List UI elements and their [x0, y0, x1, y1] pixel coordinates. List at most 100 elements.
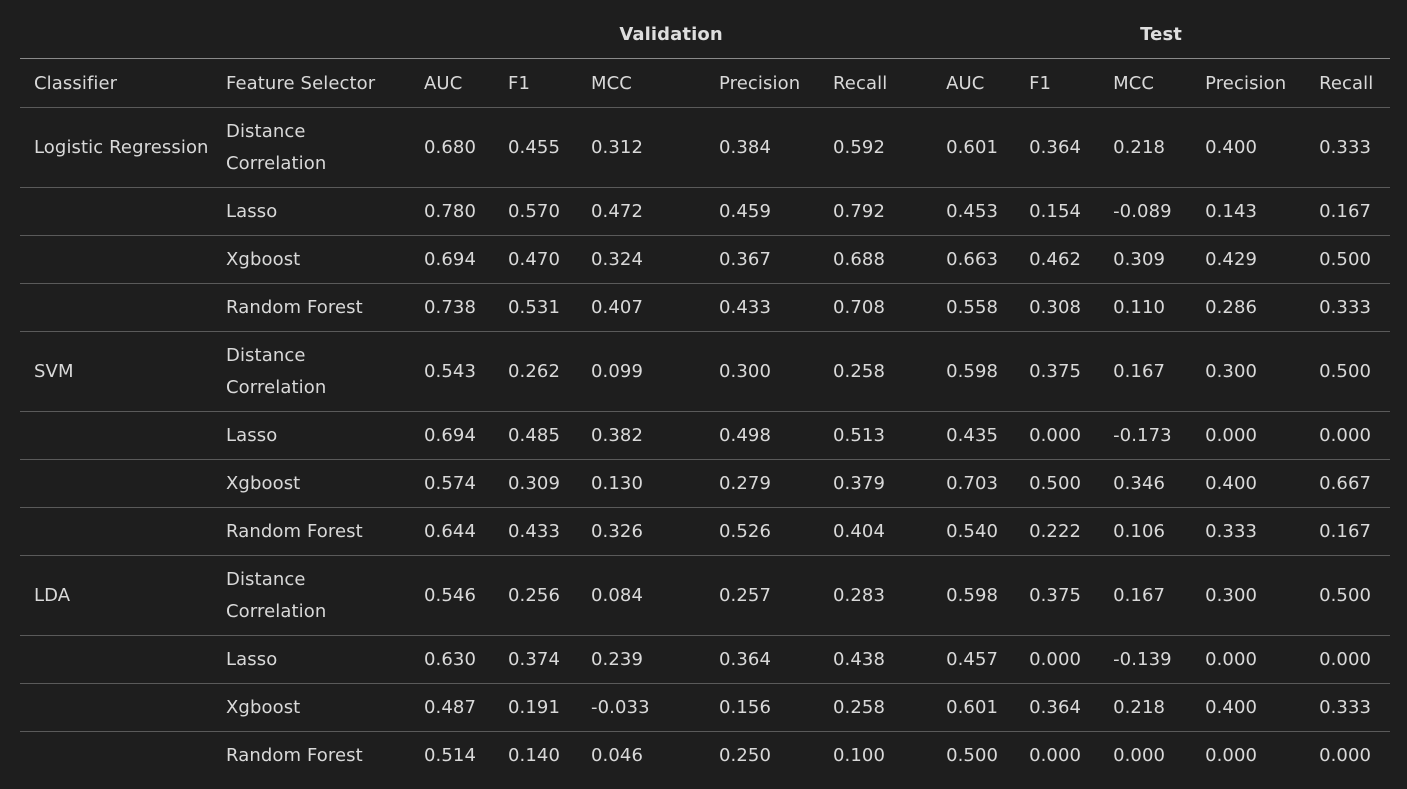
- metric-cell: 0.546: [410, 555, 494, 636]
- metric-cell: 0.000: [1029, 745, 1082, 766]
- column-header-f1: F1: [494, 58, 577, 108]
- metric-cell: 0.694: [410, 411, 494, 460]
- metric-cell: 0.143: [1191, 187, 1306, 236]
- metric-cell: -0.173: [1099, 411, 1192, 460]
- metric-cell: 0.694: [410, 235, 494, 284]
- metric-cell: 0.100: [833, 745, 886, 766]
- metric-cell: 0.258: [819, 331, 933, 412]
- metric-cell: 0.300: [1191, 331, 1306, 412]
- metric-cell: 0.500: [1305, 235, 1391, 284]
- metric-cell: 0.167: [1099, 331, 1192, 412]
- classifier-cell: Logistic Regression: [20, 107, 212, 188]
- feature-selector-cell: Distance Correlation: [212, 331, 410, 412]
- metric-cell: 0.663: [932, 235, 1016, 284]
- metric-cell: 0.792: [819, 187, 933, 236]
- metric-cell: 0.592: [819, 107, 933, 188]
- classifier-cell: [20, 507, 212, 556]
- metric-cell: 0.257: [705, 555, 819, 636]
- metric-cell: 0.286: [1191, 283, 1306, 332]
- metric-cell: 0.167: [1305, 187, 1391, 236]
- table-row: Random Forest 0.644 0.433 0.326 0.526 0.404 0.…: [20, 507, 1391, 556]
- table-row: LDA Distance Correlation 0.546 0.256 0.084 0.…: [20, 555, 1391, 636]
- metric-cell: 0.333: [1305, 683, 1391, 732]
- metric-cell: 0.500: [1305, 555, 1391, 636]
- column-header-recall: Recall: [1305, 58, 1391, 108]
- classifier-cell: [20, 635, 212, 684]
- column-header-mcc: MCC: [1099, 58, 1192, 108]
- metric-cell: 0.374: [494, 635, 577, 684]
- metric-cell: 0.570: [494, 187, 577, 236]
- metric-cell: 0.404: [819, 507, 933, 556]
- table-row: Xgboost 0.487 0.191 -0.033 0.156 0.258 0.601 0.…: [20, 683, 1391, 732]
- metric-cell: 0.703: [932, 459, 1016, 508]
- metric-cell: 0.630: [410, 635, 494, 684]
- metric-cell: 0.000: [1015, 411, 1100, 460]
- table-row: Logistic Regression Distance Correlation 0…: [20, 107, 1391, 188]
- metric-cell: 0.130: [577, 459, 705, 508]
- metric-cell: 0.487: [410, 683, 494, 732]
- metric-cell: 0.601: [932, 107, 1016, 188]
- group-header-row: Validation Test: [20, 10, 1391, 59]
- metric-cell: 0.500: [946, 745, 999, 766]
- feature-selector-cell: Random Forest: [226, 744, 363, 766]
- metric-cell: 0.156: [705, 683, 819, 732]
- feature-selector-cell: Random Forest: [212, 507, 410, 556]
- metric-cell: 0.218: [1099, 683, 1192, 732]
- feature-selector-cell: Lasso: [212, 411, 410, 460]
- metric-cell: 0.435: [932, 411, 1016, 460]
- column-header-precision: Precision: [705, 58, 819, 108]
- classifier-cell: [20, 732, 212, 780]
- metric-cell: 0.531: [494, 283, 577, 332]
- metric-cell: 0.250: [719, 745, 772, 766]
- metric-cell: 0.500: [1305, 331, 1391, 412]
- metric-cell: 0.256: [494, 555, 577, 636]
- metric-cell: 0.364: [1015, 107, 1100, 188]
- metric-cell: 0.300: [1191, 555, 1306, 636]
- metric-cell: 0.154: [1015, 187, 1100, 236]
- feature-selector-cell: Xgboost: [212, 459, 410, 508]
- metric-cell: 0.167: [1305, 507, 1391, 556]
- column-header-feature-selector: Feature Selector: [212, 58, 410, 108]
- metric-cell: 0.367: [705, 235, 819, 284]
- metric-cell: 0.429: [1191, 235, 1306, 284]
- table-row: Lasso 0.630 0.374 0.239 0.364 0.438 0.457 0.000…: [20, 635, 1391, 684]
- classifier-cell: [20, 235, 212, 284]
- metric-cell: 0.574: [410, 459, 494, 508]
- table-row: Lasso 0.780 0.570 0.472 0.459 0.792 0.453 0.154…: [20, 187, 1391, 236]
- metric-cell: 0.110: [1099, 283, 1192, 332]
- classifier-cell: [20, 683, 212, 732]
- metric-cell: 0.382: [577, 411, 705, 460]
- group-header-validation: Validation: [410, 10, 933, 59]
- metric-cell: 0.644: [410, 507, 494, 556]
- metric-cell: 0.046: [591, 745, 644, 766]
- metric-cell: 0.191: [494, 683, 577, 732]
- metric-cell: -0.033: [577, 683, 705, 732]
- metric-cell: 0.400: [1191, 107, 1306, 188]
- group-header-test: Test: [932, 10, 1391, 59]
- metric-cell: 0.543: [410, 331, 494, 412]
- feature-selector-cell: Distance Correlation: [212, 555, 410, 636]
- metric-cell: 0.262: [494, 331, 577, 412]
- metric-cell: 0.000: [1113, 745, 1166, 766]
- metric-cell: 0.258: [819, 683, 933, 732]
- results-table-container: Validation Test Classifier Feature Select…: [20, 10, 1391, 780]
- metric-cell: 0.513: [819, 411, 933, 460]
- metric-cell: 0.000: [1305, 411, 1391, 460]
- column-header-row: Classifier Feature Selector AUC F1 MCC Precis…: [20, 58, 1391, 108]
- metric-cell: 0.346: [1099, 459, 1192, 508]
- column-header-precision: Precision: [1191, 58, 1306, 108]
- metric-cell: 0.283: [819, 555, 933, 636]
- table-body: Logistic Regression Distance Correlation 0…: [20, 107, 1391, 780]
- metric-cell: 0.485: [494, 411, 577, 460]
- group-header-spacer: [20, 10, 410, 59]
- metric-cell: 0.333: [1305, 283, 1391, 332]
- metric-cell: 0.326: [577, 507, 705, 556]
- metric-cell: 0.375: [1015, 331, 1100, 412]
- feature-selector-cell: Distance Correlation: [212, 107, 410, 188]
- table-row: Xgboost 0.694 0.470 0.324 0.367 0.688 0.663 0.4…: [20, 235, 1391, 284]
- classifier-cell: [20, 459, 212, 508]
- metric-cell: 0.333: [1191, 507, 1306, 556]
- metric-cell: 0.400: [1191, 459, 1306, 508]
- metric-cell: 0.407: [577, 283, 705, 332]
- classifier-cell: [20, 187, 212, 236]
